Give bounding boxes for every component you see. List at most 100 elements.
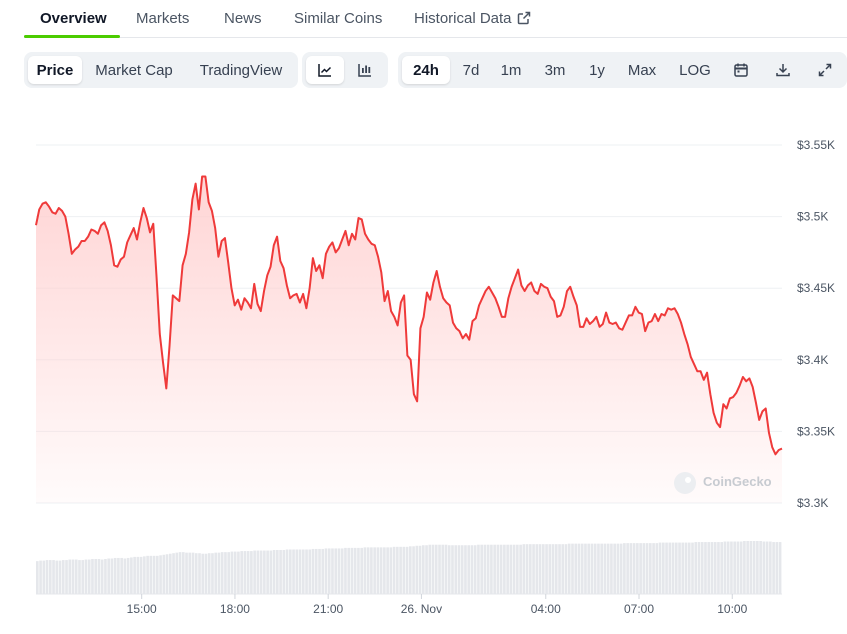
volume-bar	[204, 553, 208, 594]
tab-news[interactable]: News	[224, 10, 262, 27]
range-1y-button[interactable]: 1y	[580, 56, 614, 84]
volume-bar	[409, 546, 412, 594]
tab-label: Historical Data	[414, 10, 512, 27]
fullscreen-button[interactable]	[810, 56, 840, 84]
volume-bar	[713, 542, 717, 594]
volume-bar	[269, 550, 273, 594]
volume-bar	[691, 542, 694, 594]
volume-bar	[554, 544, 558, 594]
volume-bar	[84, 559, 88, 594]
x-tick-label: 04:00	[531, 602, 561, 616]
tab-overview[interactable]: Overview	[40, 10, 107, 27]
range-max-button[interactable]: Max	[620, 56, 664, 84]
volume-bar	[230, 551, 234, 594]
range-toolbar: 24h 7d 1m 3m 1y Max LOG	[398, 52, 847, 88]
volume-bar	[104, 559, 107, 594]
volume-bar	[613, 543, 616, 594]
volume-bar	[81, 560, 85, 594]
volume-bar	[444, 544, 448, 594]
volume-bar	[198, 553, 201, 594]
calendar-button[interactable]	[726, 56, 756, 84]
volume-bar	[178, 552, 182, 594]
volume-bar	[107, 558, 110, 594]
volume-bar	[697, 542, 701, 594]
volume-bar	[392, 546, 396, 594]
volume-bar	[590, 543, 594, 594]
volume-bar	[253, 550, 256, 594]
tab-label: Markets	[136, 10, 190, 27]
volume-bar	[344, 547, 347, 594]
volume-bar	[314, 548, 318, 594]
price-button[interactable]: Price	[28, 56, 82, 84]
volume-bar	[519, 544, 522, 594]
volume-bar	[658, 542, 662, 594]
volume-bar	[55, 560, 59, 594]
volume-bar	[694, 542, 698, 594]
volume-bar	[577, 543, 581, 594]
volume-bar	[243, 551, 247, 594]
log-scale-button[interactable]: LOG	[672, 56, 718, 84]
x-tick-label: 21:00	[313, 602, 343, 616]
volume-bar	[207, 553, 211, 594]
line-chart-button[interactable]	[306, 56, 344, 84]
tab-similar-coins[interactable]: Similar Coins	[294, 10, 382, 27]
volume-bar	[649, 543, 652, 594]
volume-bar	[652, 543, 655, 594]
volume-bar	[480, 544, 483, 594]
tab-historical-data[interactable]: Historical Data	[414, 10, 531, 27]
volume-bar	[133, 556, 136, 594]
volume-bar	[454, 545, 458, 594]
range-label: 1m	[500, 61, 522, 79]
volume-bar	[366, 547, 370, 594]
price-area	[36, 176, 782, 503]
volume-bar	[645, 543, 649, 594]
volume-bar	[159, 555, 162, 594]
tradingview-button[interactable]: TradingView	[188, 56, 294, 84]
market-cap-button-label: Market Cap	[95, 61, 173, 79]
volume-bar	[305, 549, 308, 594]
range-24h-button[interactable]: 24h	[402, 56, 450, 84]
line-chart-icon	[318, 64, 332, 77]
volume-bar	[68, 559, 72, 594]
volume-bar	[334, 548, 338, 594]
volume-bar	[470, 545, 474, 594]
volume-bar	[246, 551, 250, 594]
candlestick-chart-button[interactable]	[346, 56, 384, 84]
external-link-icon	[517, 11, 530, 25]
volume-bar	[421, 545, 425, 594]
volume-bar	[587, 543, 591, 594]
volume-bar	[220, 552, 224, 594]
volume-bar	[272, 550, 276, 594]
volume-bar	[185, 552, 188, 594]
volume-bar	[661, 542, 665, 594]
price-button-label: Price	[36, 61, 74, 79]
volume-bar	[571, 543, 574, 594]
market-cap-button[interactable]: Market Cap	[86, 56, 182, 84]
volume-bar	[720, 542, 724, 594]
range-7d-button[interactable]: 7d	[454, 56, 488, 84]
tab-markets[interactable]: Markets	[136, 10, 189, 27]
price-line	[35, 175, 783, 456]
volume-bar	[710, 542, 714, 594]
volume-bar	[467, 545, 471, 594]
volume-bar	[535, 544, 539, 594]
volume-bar	[194, 553, 198, 594]
tab-bar: Overview Markets News Similar Coins Hist…	[24, 0, 847, 38]
volume-bar	[340, 548, 344, 594]
volume-bar	[120, 557, 123, 594]
volume-bar	[418, 545, 422, 594]
volume-bar	[730, 541, 733, 594]
volume-bar	[295, 549, 299, 594]
volume-bar	[201, 553, 205, 594]
range-3m-button[interactable]: 3m	[536, 56, 574, 84]
range-label: Max	[627, 61, 657, 79]
y-tick-label: $3.5K	[797, 210, 828, 224]
volume-bar	[574, 543, 578, 594]
volume-bar	[603, 543, 607, 594]
volume-bar	[214, 552, 218, 594]
volume-bar	[399, 546, 402, 594]
range-1m-button[interactable]: 1m	[494, 56, 528, 84]
download-button[interactable]	[768, 56, 798, 84]
calendar-icon	[734, 63, 748, 77]
volume-bar	[486, 544, 490, 594]
